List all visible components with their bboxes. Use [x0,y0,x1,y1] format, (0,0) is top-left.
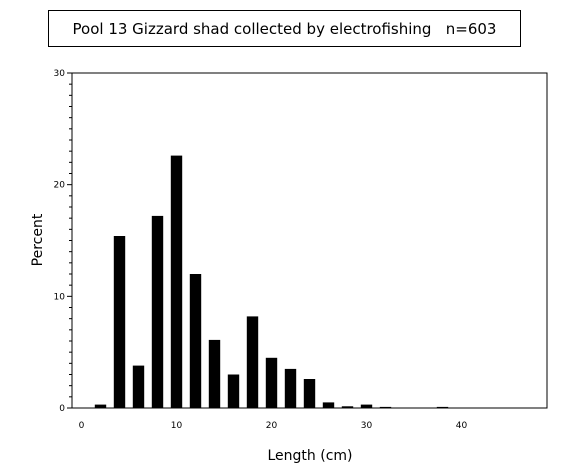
x-tick-label: 10 [171,421,183,431]
bar [284,368,297,408]
bar [265,357,278,409]
chart-title: Pool 13 Gizzard shad collected by electr… [48,10,521,47]
x-tick-label: 30 [361,421,373,431]
x-tick-label: 40 [456,421,468,431]
x-tick-label: 20 [266,421,278,431]
y-tick-label: 20 [54,181,66,191]
bar [170,155,183,408]
bar [379,406,392,408]
bar [113,236,126,408]
y-axis: 0 10 20 30 [54,69,72,414]
x-axis-label: Length (cm) [268,448,353,464]
bar [360,404,373,408]
y-tick-label: 0 [59,404,65,414]
bar [208,339,221,408]
x-axis: 0 10 20 30 40 [79,421,468,431]
bar [436,406,449,408]
bar [94,404,107,408]
bars [94,155,449,409]
bar [132,365,145,408]
bar [303,379,316,408]
bar [151,215,164,408]
bar [246,316,259,408]
y-tick-label: 30 [54,69,66,79]
bar [322,402,335,408]
x-tick-label: 0 [79,421,85,431]
bar [227,374,240,408]
plot-frame [71,72,548,409]
bar [189,274,202,408]
y-axis-label: Percent [30,213,46,266]
y-tick-label: 10 [54,292,66,302]
bar [341,406,354,408]
